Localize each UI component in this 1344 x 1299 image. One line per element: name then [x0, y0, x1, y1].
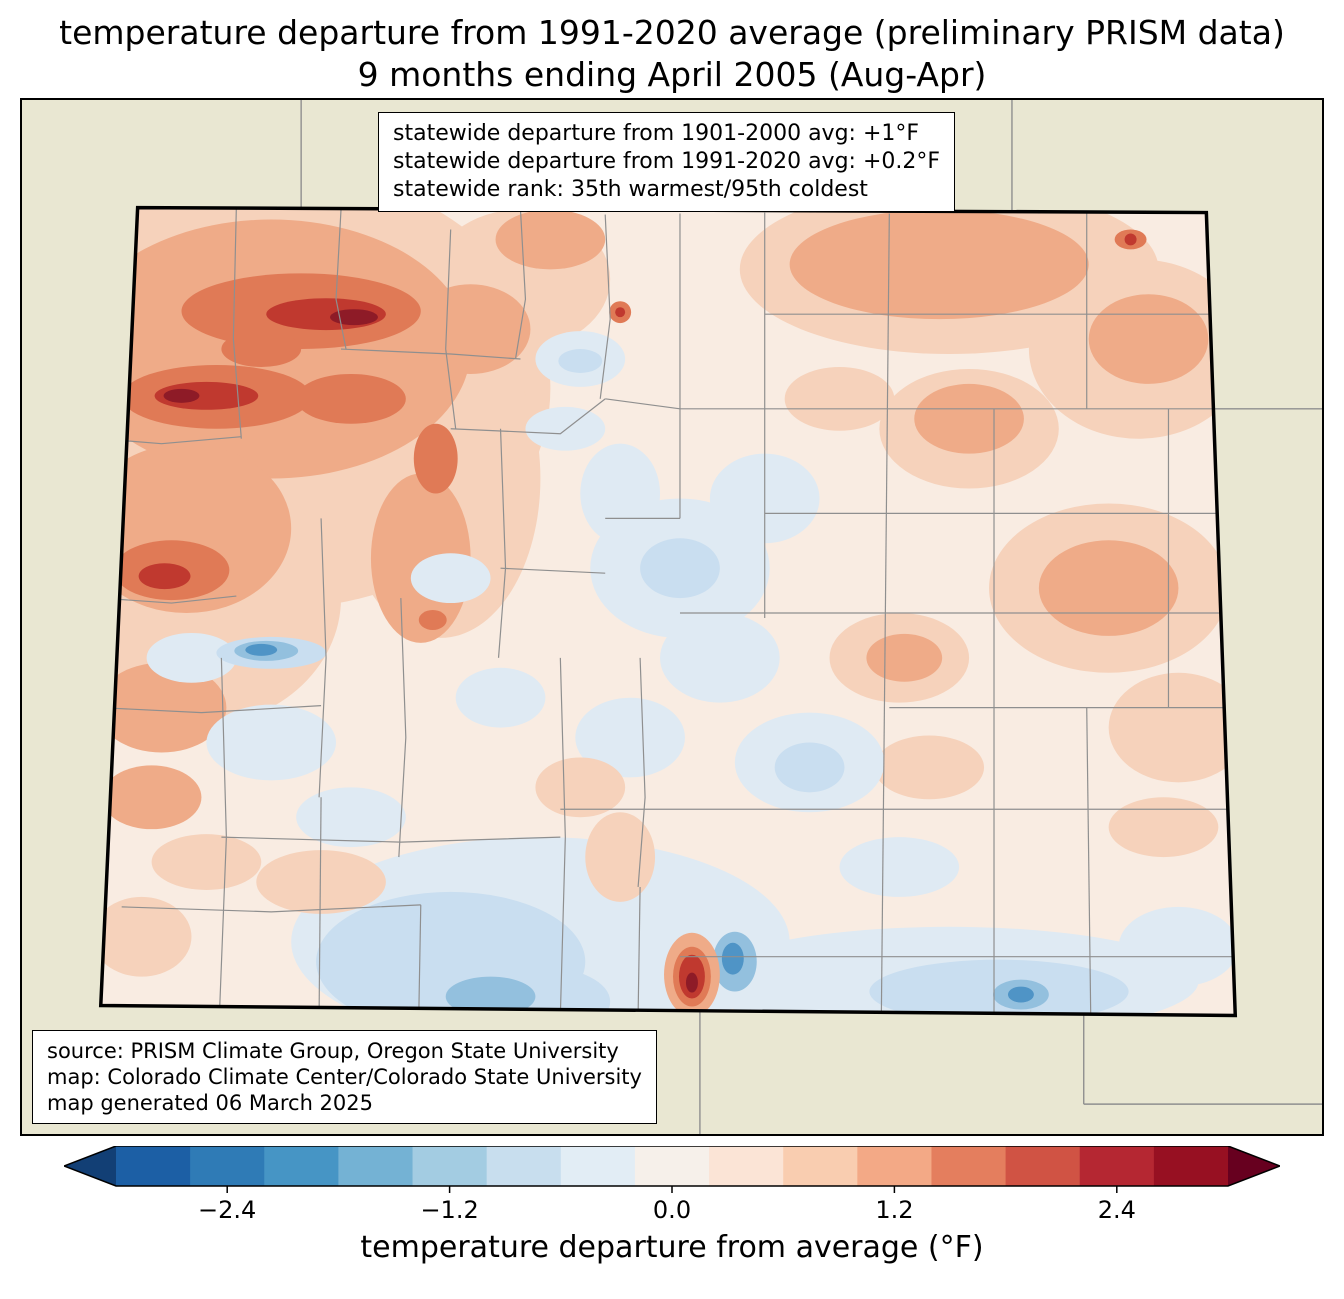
colorbar-segment [634, 1146, 710, 1186]
colorbar-tick-label: 1.2 [875, 1196, 914, 1224]
colorbar-segment [1153, 1146, 1228, 1186]
colorbar-segment [1079, 1146, 1155, 1186]
maroon-tier [163, 309, 378, 403]
neighbor-state-borders [300, 100, 1322, 1134]
colorbar-scale [64, 1146, 1280, 1193]
cool-strong-tier [245, 643, 1034, 1003]
colorbar-under-arrow [64, 1146, 116, 1186]
colorbar-segment [857, 1146, 933, 1186]
colorbar-segment [190, 1146, 265, 1186]
map-axes: statewide departure from 1901-2000 avg: … [20, 98, 1324, 1136]
stats-box: statewide departure from 1901-2000 avg: … [378, 112, 956, 212]
anomaly-contours [100, 207, 1236, 1016]
colorbar-tick-marks [226, 1186, 1118, 1193]
colorbar-axis-label: temperature departure from average (°F) [360, 1230, 984, 1265]
title-line-2: 9 months ending April 2005 (Aug-Apr) [357, 55, 987, 95]
warm-over-cool-tier [100, 757, 720, 1016]
title-line-1: temperature departure from 1991-2020 ave… [59, 13, 1285, 52]
stats-line-rank: statewide rank: 35th warmest/95th coldes… [393, 177, 868, 202]
source-box: source: PRISM Climate Group, Oregon Stat… [32, 1030, 657, 1124]
colorbar-segment [338, 1146, 414, 1186]
colorbar-segment [783, 1146, 858, 1186]
colorbar: −2.4 −1.2 0.0 1.2 2.4 temperature depart… [64, 1146, 1280, 1265]
colorbar-tick-label: −1.2 [420, 1196, 479, 1224]
colorbar-over-arrow [1228, 1146, 1280, 1186]
colorbar-tick-label: 0.0 [652, 1196, 692, 1224]
colorbar-tick-label: −2.4 [198, 1196, 257, 1224]
colorbar-segment [116, 1146, 191, 1186]
map-credit-line: map: Colorado Climate Center/Colorado St… [47, 1065, 642, 1089]
generated-date-line: map generated 06 March 2025 [47, 1091, 374, 1115]
colorbar-tick-label: 2.4 [1097, 1196, 1136, 1224]
stats-line-1901: statewide departure from 1901-2000 avg: … [393, 121, 920, 146]
stats-line-1991: statewide departure from 1991-2020 avg: … [393, 149, 941, 174]
colorbar-segment [709, 1146, 784, 1186]
colorbar-segment [486, 1146, 562, 1186]
colorbar-outline [64, 1146, 1280, 1187]
colorbar-segment [412, 1146, 488, 1186]
colorbar-segment [264, 1146, 339, 1186]
colorbar-segment [931, 1146, 1007, 1186]
colorbar-segment [1005, 1146, 1081, 1186]
county-boundaries [100, 207, 1233, 1016]
source-line: source: PRISM Climate Group, Oregon Stat… [47, 1039, 619, 1063]
figure-title: temperature departure from 1991-2020 ave… [0, 12, 1344, 96]
colorbar-segment [560, 1146, 636, 1186]
colorado-anomaly-map [22, 100, 1322, 1134]
colorbar-tick-labels: −2.4 −1.2 0.0 1.2 2.4 [64, 1194, 1280, 1226]
